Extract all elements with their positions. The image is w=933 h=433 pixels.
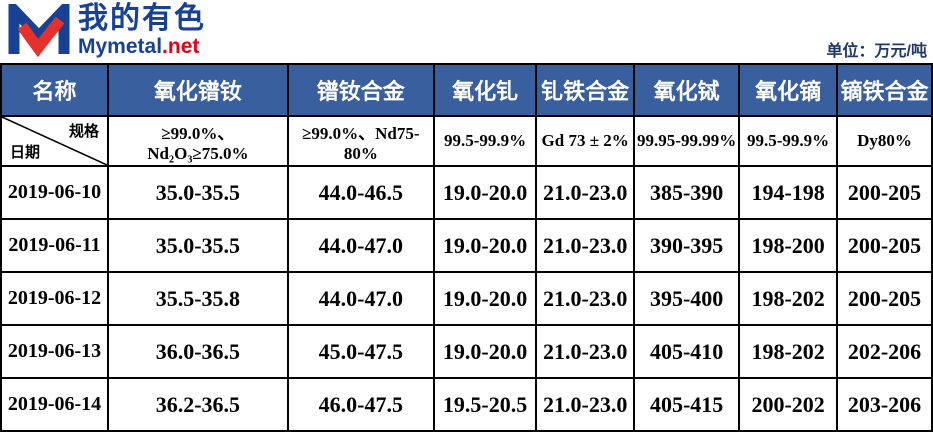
price-cell: 200-205: [835, 165, 933, 220]
price-cell: 405-415: [633, 377, 741, 432]
name-column-header: 名称: [0, 63, 110, 117]
date-cell: 2019-06-14: [0, 377, 110, 432]
price-cell: 21.0-23.0: [535, 271, 636, 326]
price-cell: 198-202: [738, 324, 838, 379]
rare-earth-price-table: 名称 氧化镨钕 镨钕合金 氧化钆 钆铁合金 氧化铽 氧化镝 镝铁合金 规格 日期 ≥99.0…: [0, 63, 933, 432]
price-cell: 19.0-20.0: [432, 271, 538, 326]
product-column-header: 氧化镝: [738, 63, 838, 117]
price-cell: 44.0-47.0: [286, 218, 435, 273]
brand-name-en-red: .net: [162, 35, 200, 58]
price-cell: 21.0-23.0: [535, 324, 636, 379]
price-cell: 198-202: [738, 271, 838, 326]
price-cell: 198-200: [738, 218, 838, 273]
price-cell: 194-198: [738, 165, 838, 220]
mymetal-m-logo-icon: [8, 4, 70, 58]
diagonal-divider: [3, 118, 107, 164]
unit-label: 单位：万元/吨: [826, 43, 927, 60]
price-cell: 395-400: [633, 271, 741, 326]
corner-cell: 规格 日期: [0, 115, 110, 167]
price-cell: 390-395: [633, 218, 741, 273]
price-cell: 21.0-23.0: [535, 218, 636, 273]
brand-name-en-blue: Mymetal: [78, 35, 163, 58]
table-header-row: 名称 氧化镨钕 镨钕合金 氧化钆 钆铁合金 氧化铽 氧化镝 镝铁合金: [0, 63, 933, 117]
brand-name-chinese: 我的有色: [78, 2, 206, 35]
brand-wordmark: 我的有色 Mymetal.net: [78, 2, 206, 58]
table-row: 2019-06-10 35.0-35.5 44.0-46.5 19.0-20.0 21.…: [0, 165, 933, 220]
price-cell: 45.0-47.5: [286, 324, 435, 379]
spec-cell: 99.95-99.99%: [633, 115, 741, 167]
price-cell: 36.2-36.5: [107, 377, 289, 432]
spec-cell: Gd 73 ± 2%: [535, 115, 636, 167]
spec-cell: ≥99.0%、Nd75-80%: [286, 115, 435, 167]
price-cell: 36.0-36.5: [107, 324, 289, 379]
product-column-header: 钆铁合金: [535, 63, 636, 117]
product-column-header: 氧化铽: [633, 63, 741, 117]
price-cell: 200-205: [835, 271, 933, 326]
spec-cell: Dy80%: [835, 115, 933, 167]
price-cell: 19.0-20.0: [432, 324, 538, 379]
table-row: 2019-06-11 35.0-35.5 44.0-47.0 19.0-20.0 21.…: [0, 218, 933, 273]
spec-cell: 99.5-99.9%: [432, 115, 538, 167]
price-cell: 203-206: [835, 377, 933, 432]
price-cell: 21.0-23.0: [535, 165, 636, 220]
brand-logo: 我的有色 Mymetal.net: [8, 4, 206, 58]
price-cell: 405-410: [633, 324, 741, 379]
date-cell: 2019-06-12: [0, 271, 110, 326]
spec-row: 规格 日期 ≥99.0%、Nd₂O₃≥75.0% ≥99.0%、Nd75-80% 9…: [0, 115, 933, 167]
price-cell: 21.0-23.0: [535, 377, 636, 432]
top-banner: 我的有色 Mymetal.net 单位：万元/吨: [0, 0, 933, 63]
price-cell: 35.0-35.5: [107, 218, 289, 273]
corner-date-label: 日期: [10, 144, 41, 161]
price-cell: 46.0-47.5: [286, 377, 435, 432]
date-cell: 2019-06-13: [0, 324, 110, 379]
product-column-header: 镝铁合金: [835, 63, 933, 117]
price-cell: 385-390: [633, 165, 741, 220]
brand-name-english: Mymetal.net: [78, 36, 206, 57]
spec-cell: ≥99.0%、Nd₂O₃≥75.0%: [107, 115, 289, 167]
corner-spec-label: 规格: [69, 123, 100, 140]
date-cell: 2019-06-11: [0, 218, 110, 273]
price-cell: 202-206: [835, 324, 933, 379]
price-cell: 19.0-20.0: [432, 165, 538, 220]
price-cell: 44.0-47.0: [286, 271, 435, 326]
price-rows: 2019-06-10 35.0-35.5 44.0-46.5 19.0-20.0 21.…: [0, 165, 933, 432]
price-cell: 19.0-20.0: [432, 218, 538, 273]
date-cell: 2019-06-10: [0, 165, 110, 220]
table-row: 2019-06-12 35.5-35.8 44.0-47.0 19.0-20.0 21.…: [0, 271, 933, 326]
price-cell: 35.0-35.5: [107, 165, 289, 220]
price-cell: 35.5-35.8: [107, 271, 289, 326]
table-row: 2019-06-13 36.0-36.5 45.0-47.5 19.0-20.0 21.…: [0, 324, 933, 379]
product-column-header: 氧化钆: [432, 63, 538, 117]
price-cell: 19.5-20.5: [432, 377, 538, 432]
product-column-header: 氧化镨钕: [107, 63, 289, 117]
spec-cell: 99.5-99.9%: [738, 115, 838, 167]
table-row: 2019-06-14 36.2-36.5 46.0-47.5 19.5-20.5 21.…: [0, 377, 933, 432]
price-cell: 200-202: [738, 377, 838, 432]
price-cell: 44.0-46.5: [286, 165, 435, 220]
price-cell: 200-205: [835, 218, 933, 273]
product-column-header: 镨钕合金: [286, 63, 435, 117]
